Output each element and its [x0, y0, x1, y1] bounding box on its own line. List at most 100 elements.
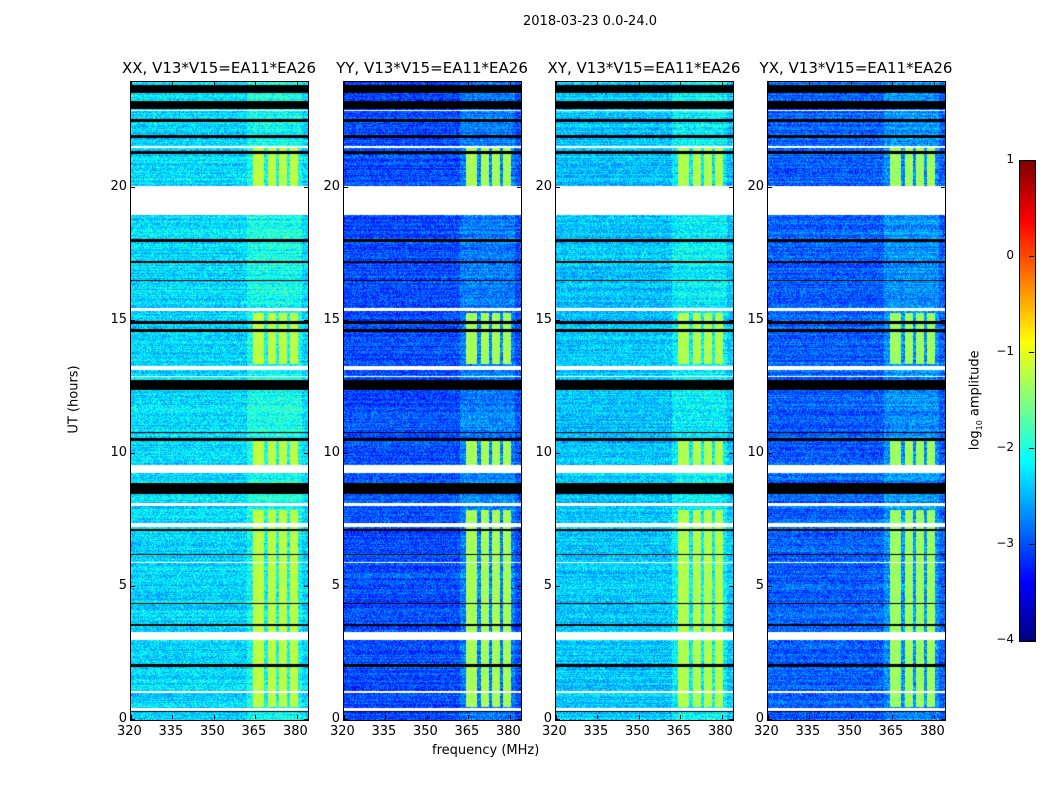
y-tick-mark-right: [304, 719, 308, 720]
y-tick-mark-right: [304, 187, 308, 189]
x-tick-mark-top: [213, 81, 215, 85]
x-tick-label: 365: [241, 724, 267, 739]
x-tick-label: 350: [624, 724, 650, 739]
y-tick-mark: [768, 187, 772, 189]
y-tick-mark: [768, 719, 772, 720]
colorbar-tick-mark: [1029, 640, 1034, 641]
y-tick-mark: [556, 320, 560, 322]
y-tick-mark-right: [729, 453, 733, 455]
colorbar-label-pre: log: [967, 430, 983, 451]
x-tick-mark-top: [131, 81, 132, 85]
y-tick-label: 10: [323, 445, 340, 461]
x-tick-mark: [255, 715, 257, 719]
x-tick-mark-top: [296, 81, 298, 85]
y-tick-label: 20: [323, 179, 340, 195]
x-tick-mark: [426, 715, 428, 719]
x-tick-mark: [809, 715, 811, 719]
x-tick-mark-top: [721, 81, 723, 85]
panel-title: XX, V13*V15=EA11*EA26: [121, 59, 316, 77]
x-tick-mark: [638, 715, 640, 719]
y-tick-mark-right: [941, 453, 945, 455]
colorbar-tick-label: 1: [1006, 152, 1014, 166]
y-tick-mark-right: [729, 320, 733, 322]
colorbar-tick-mark: [1029, 256, 1034, 257]
x-tick-mark: [213, 715, 215, 719]
x-tick-mark: [296, 715, 298, 719]
y-tick-mark: [556, 719, 560, 720]
x-tick-mark: [933, 715, 935, 719]
y-tick-label: 0: [755, 711, 764, 726]
x-tick-label: 365: [878, 724, 904, 739]
y-tick-mark: [768, 453, 772, 455]
y-tick-label: 10: [535, 445, 552, 461]
x-tick-label: 320: [330, 724, 355, 739]
x-tick-mark-top: [385, 81, 387, 85]
x-tick-mark-top: [680, 81, 682, 85]
y-tick-mark: [344, 453, 348, 455]
y-tick-mark-right: [304, 320, 308, 322]
panel-title: XY, V13*V15=EA11*EA26: [547, 59, 741, 77]
y-tick-label: 20: [110, 179, 127, 195]
x-tick-label: 320: [117, 724, 142, 739]
heatmap-cells: [344, 82, 521, 720]
colorbar-tick-label: −3: [996, 536, 1014, 550]
y-tick-label: 20: [535, 179, 552, 195]
colorbar-tick-label: 0: [1006, 248, 1014, 262]
y-tick-mark-right: [304, 453, 308, 455]
x-tick-mark-top: [556, 81, 557, 85]
x-tick-label: 365: [454, 724, 480, 739]
heatmap-cells: [131, 82, 308, 720]
x-tick-mark: [468, 715, 470, 719]
y-tick-mark: [556, 586, 560, 588]
x-tick-mark: [556, 715, 557, 719]
y-tick-label: 0: [543, 711, 552, 726]
y-tick-mark-right: [941, 187, 945, 189]
y-tick-label: 5: [331, 578, 340, 594]
y-tick-mark: [131, 586, 135, 588]
x-axis-label: frequency (MHz): [432, 743, 540, 758]
x-tick-label: 380: [919, 724, 945, 739]
y-tick-mark-right: [729, 586, 733, 588]
x-tick-label: 320: [754, 724, 779, 739]
x-tick-label: 380: [495, 724, 521, 739]
x-tick-label: 380: [707, 724, 733, 739]
colorbar: [1019, 160, 1036, 642]
x-tick-mark-top: [597, 81, 599, 85]
x-tick-mark: [385, 715, 387, 719]
x-tick-label: 350: [412, 724, 438, 739]
x-tick-mark: [597, 715, 599, 719]
x-tick-mark-top: [638, 81, 640, 85]
y-tick-label: 15: [323, 312, 340, 328]
y-tick-mark: [344, 320, 348, 322]
y-tick-mark: [344, 719, 348, 720]
y-tick-label: 20: [747, 179, 764, 195]
y-tick-mark: [556, 187, 560, 189]
x-tick-mark-top: [768, 81, 769, 85]
y-tick-label: 15: [535, 312, 552, 328]
y-tick-label: 15: [110, 312, 127, 328]
x-tick-mark: [892, 715, 894, 719]
heatmap-cells: [556, 82, 733, 720]
colorbar-tick-mark: [1029, 544, 1034, 545]
x-tick-mark-top: [426, 81, 428, 85]
x-tick-mark: [131, 715, 132, 719]
x-tick-mark-top: [809, 81, 811, 85]
y-tick-mark: [131, 187, 135, 189]
y-tick-mark: [344, 586, 348, 588]
colorbar-tick-label: −2: [996, 440, 1014, 454]
colorbar-tick-mark: [1029, 448, 1034, 449]
y-tick-mark-right: [941, 586, 945, 588]
x-tick-label: 350: [199, 724, 225, 739]
x-tick-mark: [768, 715, 769, 719]
y-tick-mark: [344, 187, 348, 189]
x-tick-label: 335: [158, 724, 184, 739]
panel-title: YX, V13*V15=EA11*EA26: [759, 59, 953, 77]
y-tick-mark: [768, 320, 772, 322]
heatmap-cells: [768, 82, 945, 720]
colorbar-label-post: amplitude: [967, 350, 983, 421]
y-tick-label: 10: [110, 445, 127, 461]
y-tick-mark-right: [941, 719, 945, 720]
y-tick-mark: [131, 719, 135, 720]
y-tick-label: 5: [543, 578, 552, 594]
